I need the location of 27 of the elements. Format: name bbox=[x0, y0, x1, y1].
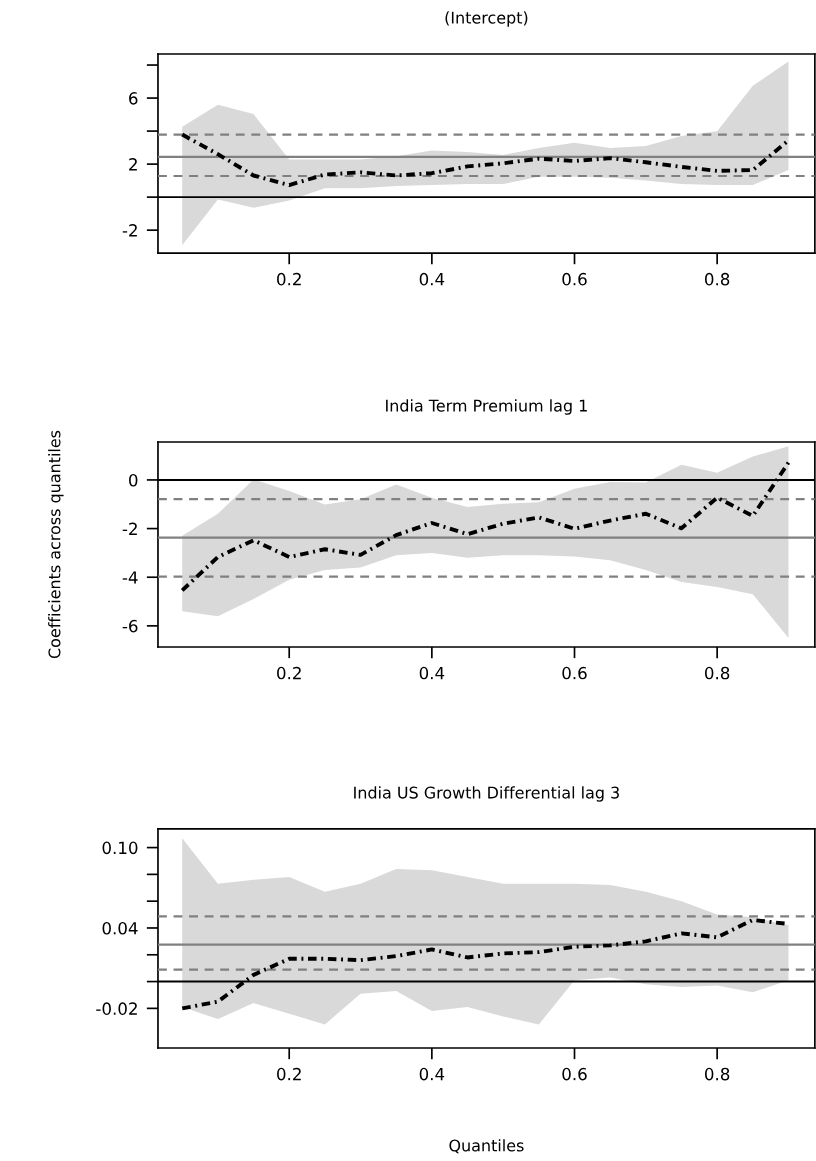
x-tick-label: 0.6 bbox=[562, 272, 587, 286]
y-axis-title: Coefficients across quantiles bbox=[48, 430, 64, 659]
x-tick-label: 0.2 bbox=[277, 272, 301, 286]
x-tick-label: 0.4 bbox=[419, 666, 445, 680]
chart-title: India US Growth Differential lag 3 bbox=[354, 786, 619, 802]
y-tick-label: -4 bbox=[122, 571, 138, 584]
x-tick-label: 0.2 bbox=[277, 1067, 301, 1081]
y-tick-label: 2 bbox=[129, 158, 137, 171]
y-tick-label: 6 bbox=[129, 92, 138, 105]
x-tick-label: 0.6 bbox=[562, 1067, 587, 1081]
x-tick-label: 0.4 bbox=[419, 1067, 445, 1081]
x-tick-label: 0.4 bbox=[419, 272, 445, 286]
y-tick-label: -0.02 bbox=[96, 1002, 137, 1015]
x-tick-label: 0.8 bbox=[704, 272, 730, 286]
x-tick-label: 0.6 bbox=[562, 666, 587, 680]
y-tick-label: -2 bbox=[122, 522, 137, 535]
x-tick-label: 0.8 bbox=[704, 1067, 730, 1081]
y-tick-label: -6 bbox=[122, 619, 138, 633]
chart-title: India Term Premium lag 1 bbox=[386, 399, 587, 415]
x-axis-title: Quantiles bbox=[449, 1139, 524, 1154]
y-tick-label: 0 bbox=[129, 473, 138, 487]
x-tick-label: 0.8 bbox=[704, 666, 730, 680]
y-tick-label: 0.10 bbox=[102, 841, 138, 855]
y-tick-label: -2 bbox=[122, 224, 137, 237]
chart-title: (Intercept) bbox=[445, 11, 528, 27]
x-tick-label: 0.2 bbox=[277, 666, 301, 680]
y-tick-label: 0.04 bbox=[102, 921, 138, 935]
